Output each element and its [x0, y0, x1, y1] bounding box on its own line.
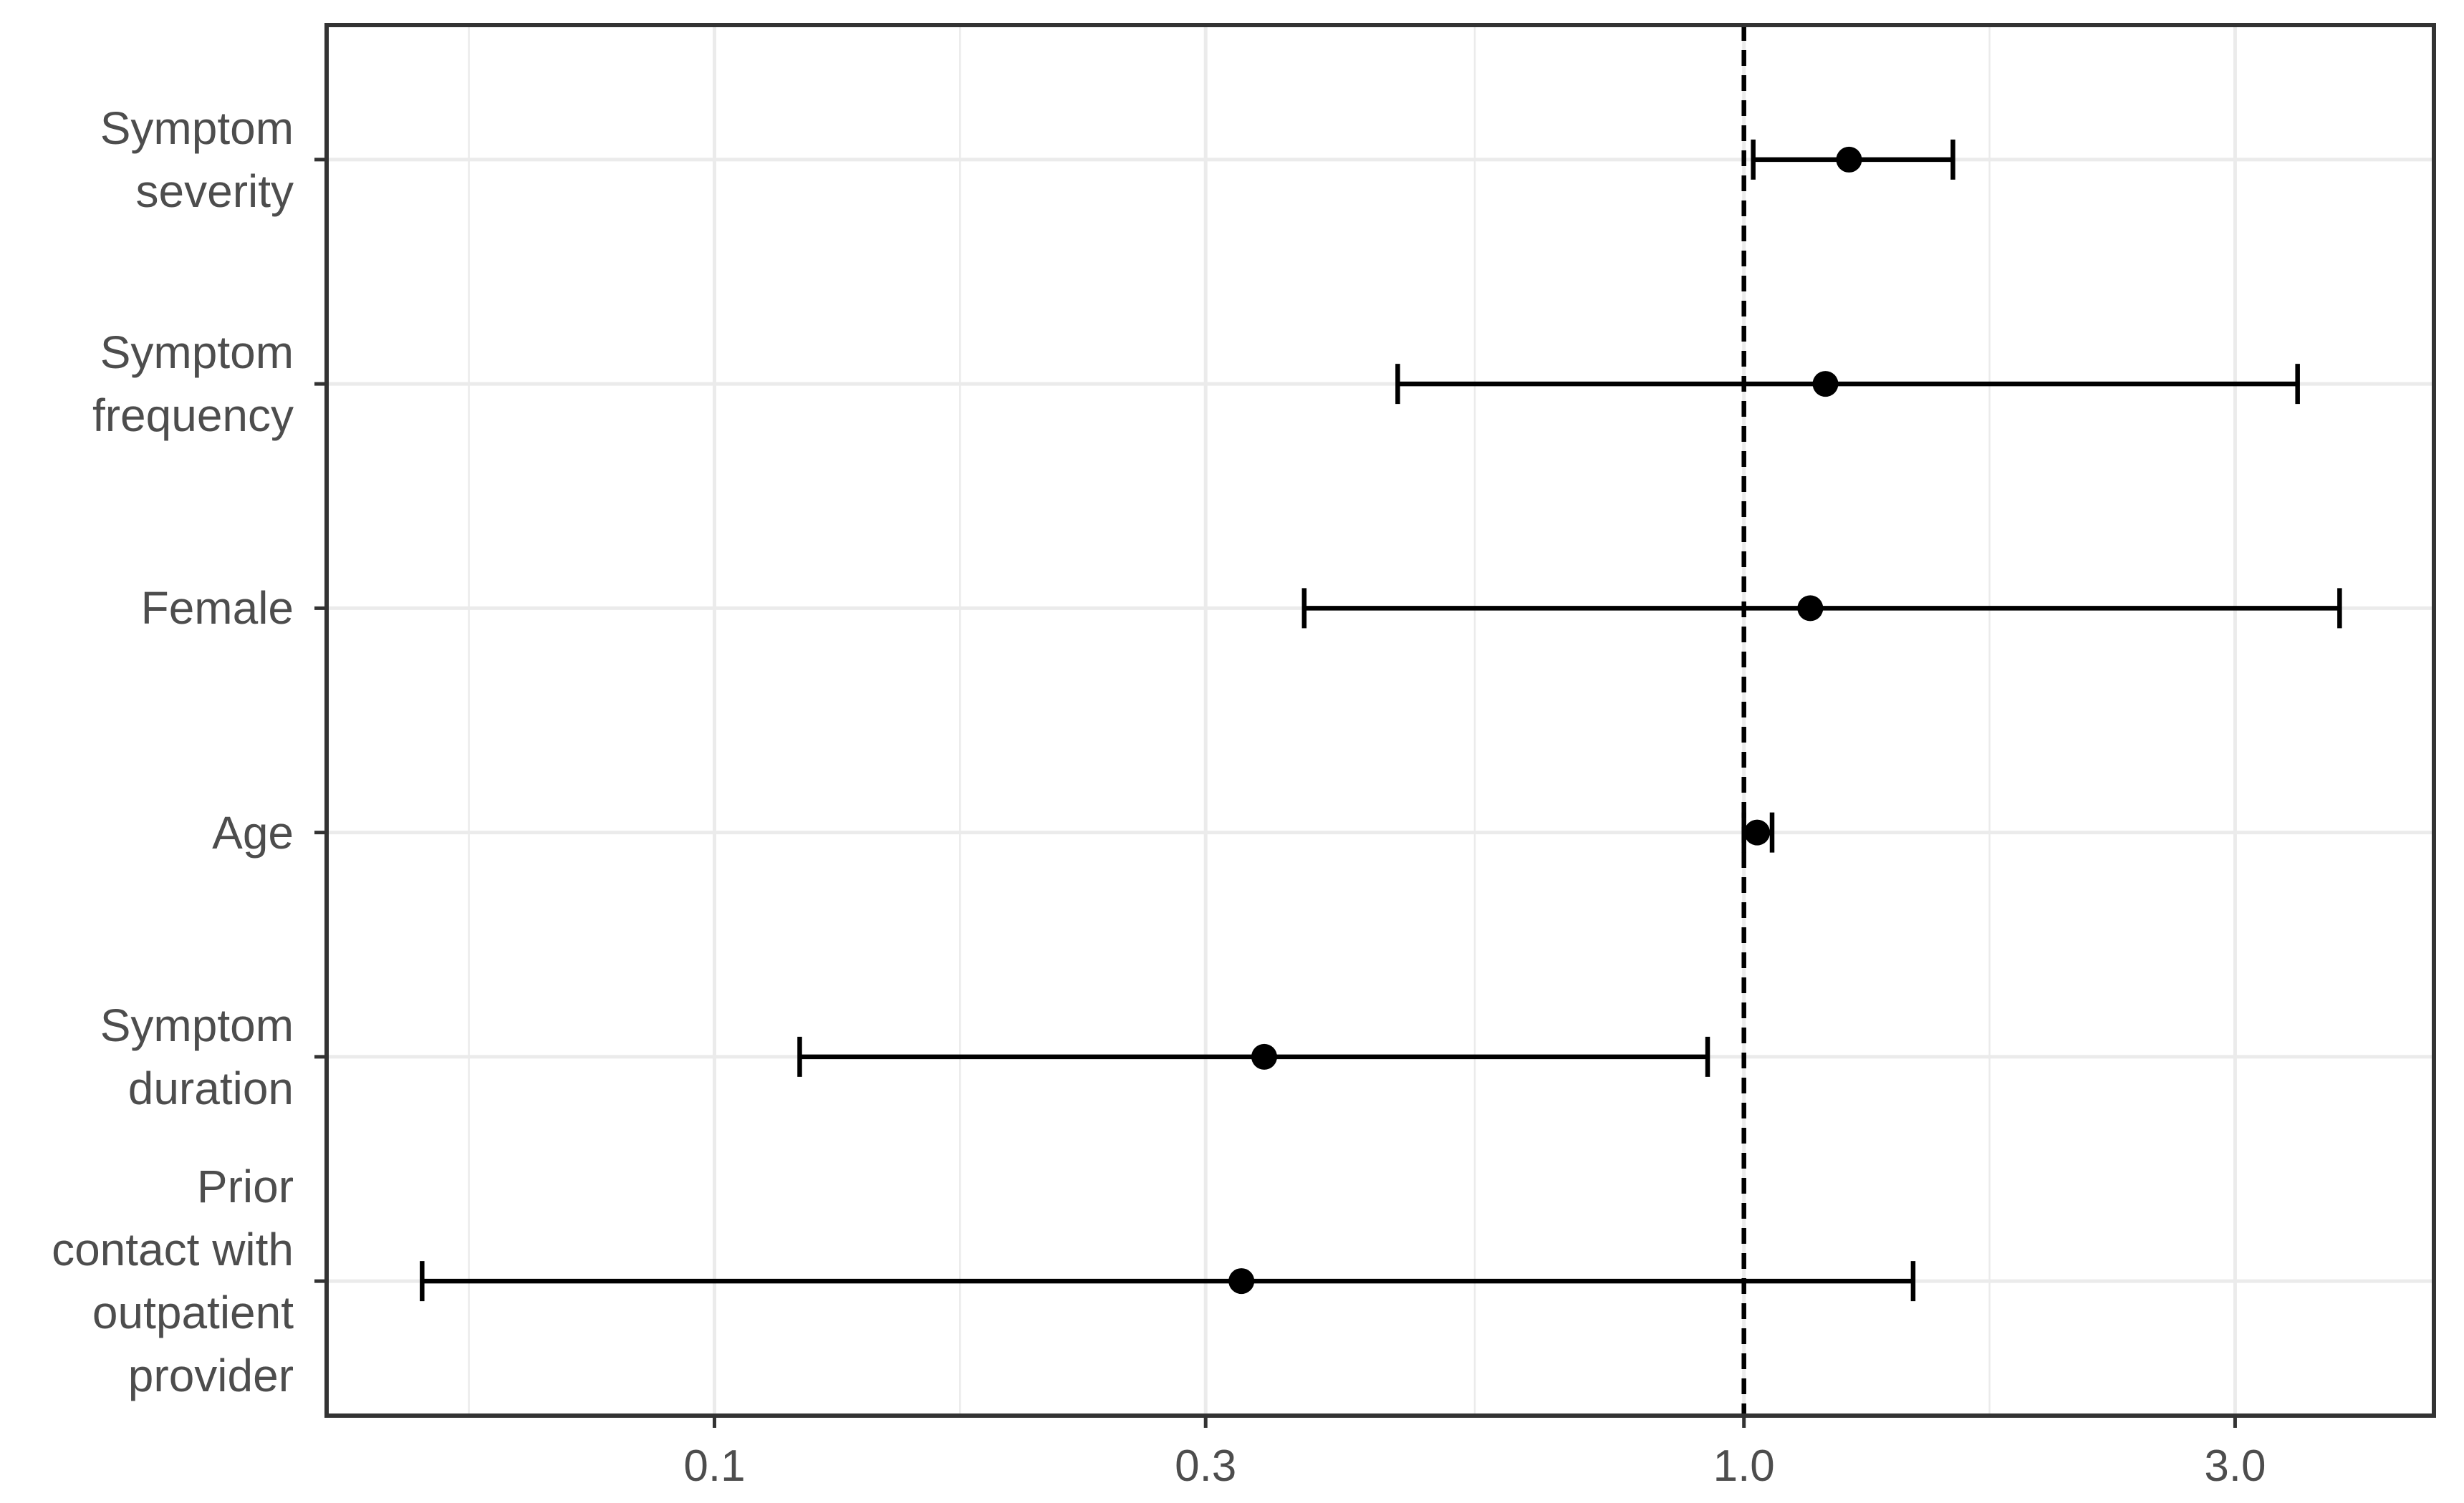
- x-tick-label: 0.1: [683, 1441, 746, 1491]
- y-tick-label: Symptom frequency: [92, 327, 294, 442]
- point: [1251, 1043, 1277, 1070]
- point: [1744, 819, 1771, 846]
- point: [1812, 371, 1839, 397]
- x-tick-label: 3.0: [2204, 1441, 2266, 1491]
- y-tick-label: Prior contact with outpatient provider: [52, 1161, 294, 1402]
- y-tick-label: Symptom severity: [100, 102, 294, 217]
- x-tick-label: 0.3: [1175, 1441, 1237, 1491]
- y-tick-label: Female: [140, 582, 294, 634]
- x-tick-label: 1.0: [1713, 1441, 1775, 1491]
- point: [1836, 146, 1862, 173]
- point: [1797, 595, 1824, 622]
- panel-border: [324, 23, 2436, 1418]
- y-tick-label: Symptom duration: [100, 999, 294, 1114]
- y-tick-label: Age: [212, 806, 294, 859]
- point: [1228, 1268, 1255, 1295]
